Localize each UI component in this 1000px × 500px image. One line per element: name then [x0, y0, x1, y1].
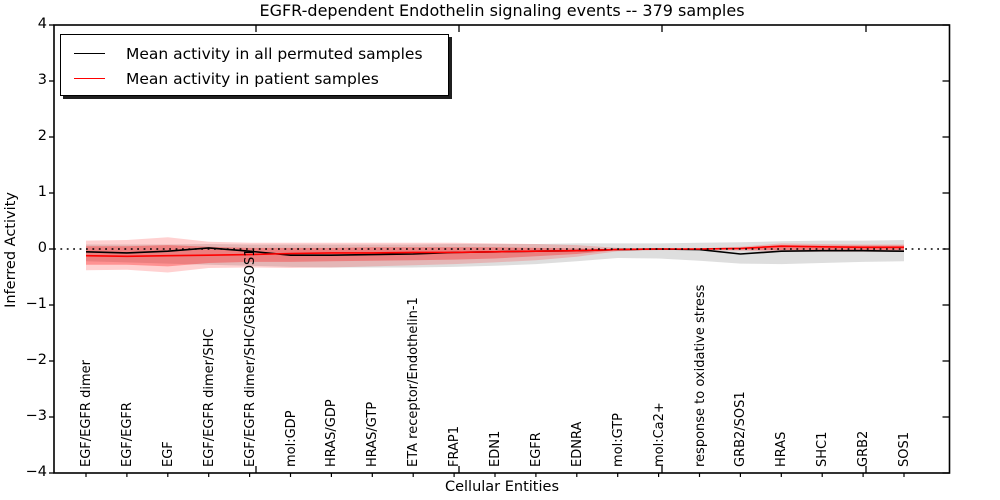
- x-tick-label: EGF/EGFR dimer: [79, 360, 94, 467]
- x-tick-label: mol:GTP: [610, 413, 626, 467]
- band-0: [86, 240, 904, 268]
- x-axis-label: Cellular Entities: [444, 479, 560, 495]
- x-tick-label: FRAP1: [447, 426, 463, 467]
- y-tick-label: 1: [37, 184, 47, 200]
- patient-line-swatch: [74, 78, 105, 79]
- x-tick-label: EGF: [160, 441, 176, 467]
- band-1: [86, 237, 904, 273]
- x-tick-label: EGF/EGFR: [119, 402, 135, 467]
- x-tick-label: EDN1: [488, 430, 503, 467]
- y-tick-label: 3: [37, 72, 47, 88]
- y-tick-label: −2: [25, 352, 47, 368]
- y-tick-label: −3: [25, 408, 47, 424]
- x-tick-label: mol:GDP: [283, 410, 299, 467]
- x-tick-label: HRAS/GTP: [365, 401, 381, 467]
- band-2: [86, 245, 904, 267]
- x-tick-label: ETA receptor/Endothelin-1: [406, 297, 422, 467]
- permuted-line-swatch: [74, 53, 105, 54]
- x-tick-label: EDNRA: [569, 421, 585, 467]
- x-tick-label: HRAS: [774, 431, 790, 467]
- x-tick-label: mol:Ca2+: [651, 402, 667, 467]
- y-tick-label: −1: [25, 296, 47, 312]
- x-tick-label: EGF/EGFR dimer/SHC/GRB2/SOS1: [242, 248, 258, 468]
- legend-label-permuted: Mean activity in all permuted samples: [126, 44, 423, 63]
- chart-title: EGFR-dependent Endothelin signaling even…: [259, 1, 745, 20]
- x-tick-label: response to oxidative stress: [692, 284, 708, 467]
- x-tick-label: GRB2/SOS1: [733, 391, 749, 467]
- x-tick-label: EGFR: [528, 432, 544, 467]
- x-tick-label: GRB2: [856, 430, 872, 467]
- x-tick-label: SOS1: [897, 431, 912, 467]
- x-tick-label: EGF/EGFR dimer/SHC: [201, 328, 217, 467]
- y-tick-label: 4: [37, 16, 47, 32]
- legend-label-patient: Mean activity in patient samples: [126, 69, 379, 88]
- y-tick-label: 2: [37, 128, 47, 144]
- legend-entry-patient: Mean activity in patient samples: [61, 66, 448, 91]
- y-tick-label: −4: [25, 464, 47, 480]
- x-tick-label: HRAS/GDP: [324, 399, 340, 467]
- legend: Mean activity in all permuted samples Me…: [60, 34, 449, 96]
- patient-mean-line: [85, 245, 904, 258]
- x-tick-label: SHC1: [815, 431, 831, 467]
- y-tick-label: 0: [37, 240, 47, 256]
- legend-entry-permuted: Mean activity in all permuted samples: [61, 41, 448, 66]
